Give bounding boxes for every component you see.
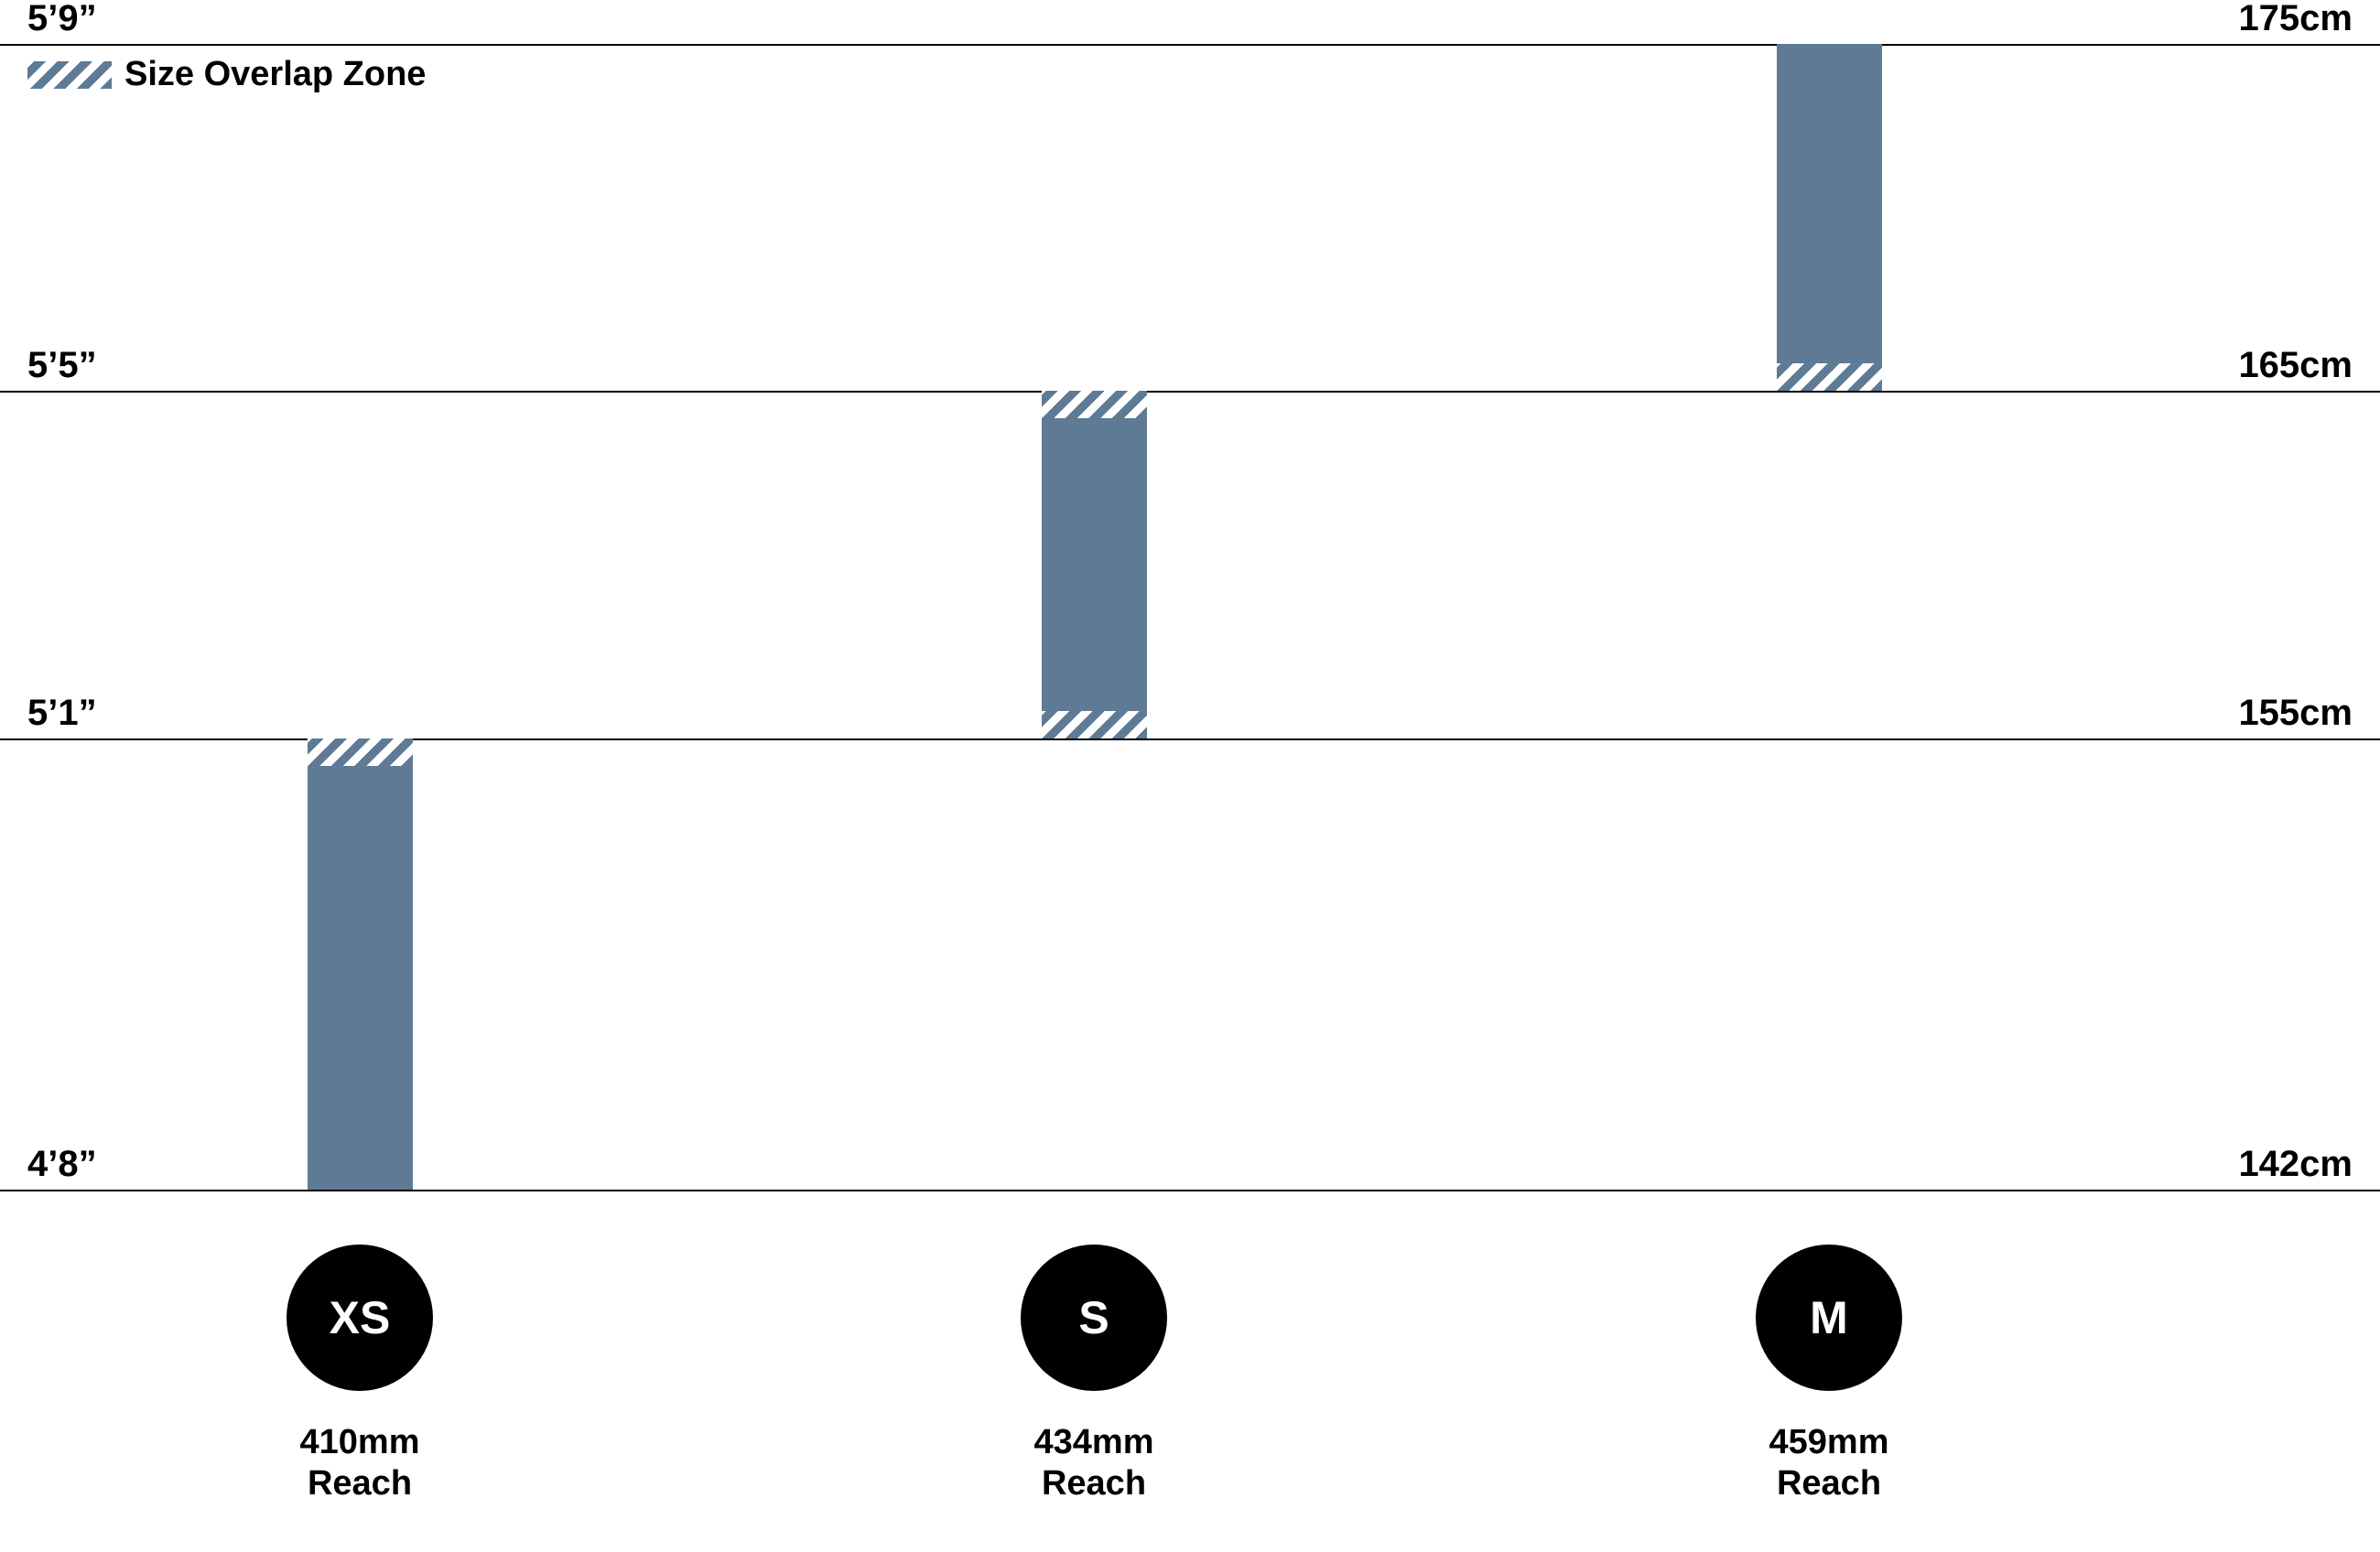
reach-label: Reach: [177, 1464, 543, 1504]
y-axis-left-label: 4’8”: [27, 1146, 97, 1182]
y-axis-left-label: 5’5”: [27, 347, 97, 383]
y-axis-left-label: 5’9”: [27, 0, 97, 37]
size-badge-label: M: [1810, 1291, 1848, 1344]
y-axis-right-label: 175cm: [2238, 0, 2353, 37]
y-axis-right-label: 155cm: [2238, 695, 2353, 731]
overlap-zone: [1042, 711, 1147, 738]
size-badge-label: XS: [330, 1291, 391, 1344]
legend-swatch-icon: [27, 61, 112, 89]
overlap-zone: [1042, 391, 1147, 418]
gridline: [0, 391, 2380, 393]
reach-value: 410mm: [177, 1423, 543, 1462]
overlap-zone: [1777, 363, 1882, 391]
legend: Size Overlap Zone: [27, 55, 426, 94]
reach-label: Reach: [1646, 1464, 2012, 1504]
size-badge-label: S: [1078, 1291, 1109, 1344]
size-bar: [1042, 391, 1147, 738]
size-badge: S: [1021, 1245, 1167, 1391]
gridline: [0, 1190, 2380, 1191]
overlap-zone: [308, 738, 413, 766]
reach-value: 434mm: [911, 1423, 1277, 1462]
y-axis-right-label: 165cm: [2238, 347, 2353, 383]
gridline: [0, 44, 2380, 46]
size-badge: M: [1756, 1245, 1902, 1391]
y-axis-left-label: 5’1”: [27, 695, 97, 731]
size-badge: XS: [287, 1245, 433, 1391]
size-bar: [1777, 44, 1882, 391]
reach-label: Reach: [911, 1464, 1277, 1504]
legend-label: Size Overlap Zone: [124, 55, 426, 94]
size-chart: 5’9” 175cm 5’5” 165cm 5’1” 155cm 4’8” 142cm Size…: [0, 0, 2380, 1552]
y-axis-right-label: 142cm: [2238, 1146, 2353, 1182]
reach-value: 459mm: [1646, 1423, 2012, 1462]
size-bar: [308, 738, 413, 1190]
